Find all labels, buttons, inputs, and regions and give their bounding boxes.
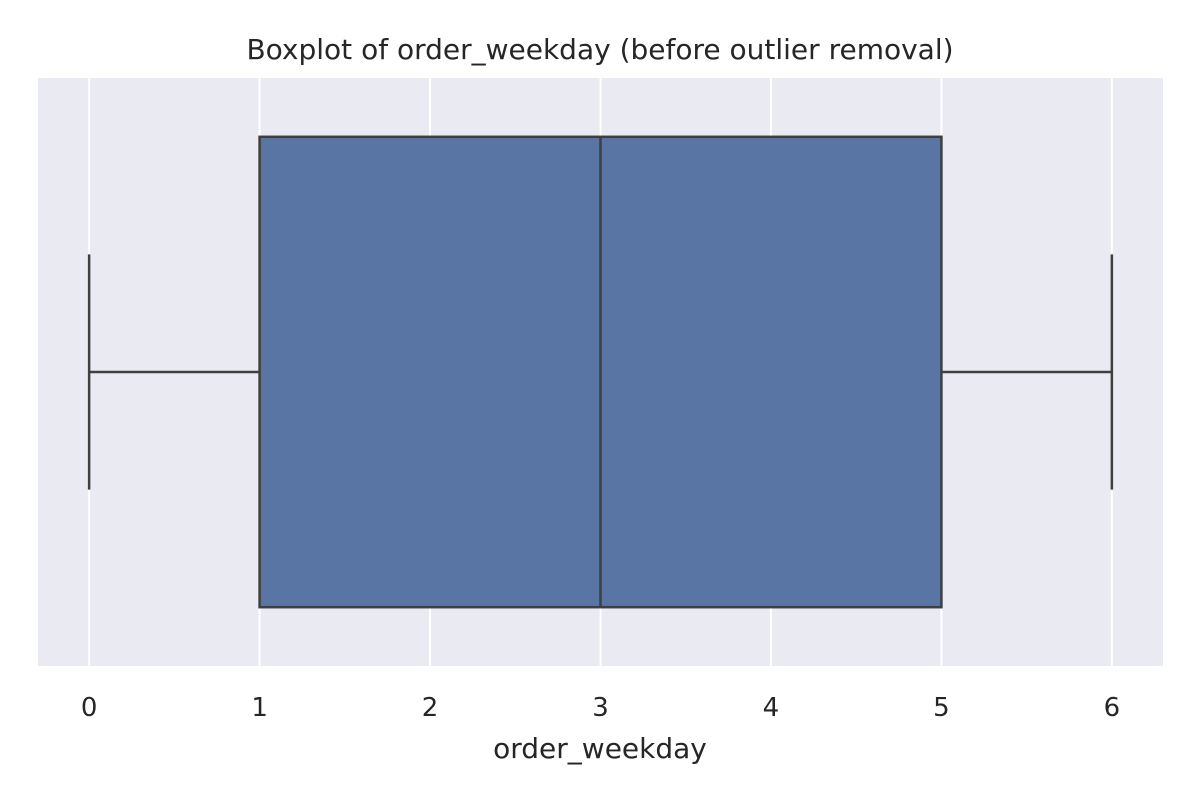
box-group <box>87 135 1114 609</box>
x-tick-label: 4 <box>763 693 780 723</box>
x-tick-label: 6 <box>1104 693 1121 723</box>
x-tick-label: 5 <box>933 693 950 723</box>
chart-title: Boxplot of order_weekday (before outlier… <box>246 33 953 66</box>
x-axis-label: order_weekday <box>493 732 707 765</box>
x-axis-ticks: 0 1 2 3 4 5 6 <box>81 693 1120 723</box>
x-tick-label: 3 <box>592 693 609 723</box>
x-tick-label: 2 <box>422 693 439 723</box>
x-tick-label: 1 <box>251 693 268 723</box>
x-tick-label: 0 <box>81 693 98 723</box>
